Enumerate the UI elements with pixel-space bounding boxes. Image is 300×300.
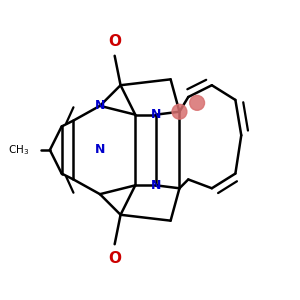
Text: N: N (151, 179, 161, 192)
Text: O: O (108, 34, 121, 49)
Circle shape (190, 95, 205, 110)
Circle shape (172, 104, 187, 119)
Text: CH$_3$: CH$_3$ (8, 143, 29, 157)
Text: N: N (95, 99, 105, 112)
Text: N: N (95, 143, 105, 157)
Text: O: O (108, 251, 121, 266)
Text: N: N (151, 108, 161, 121)
